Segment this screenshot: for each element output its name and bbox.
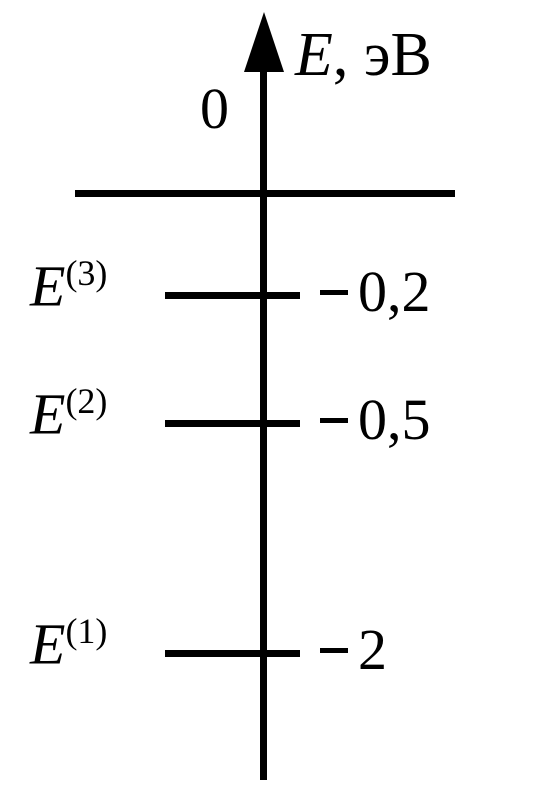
- minus-icon: [320, 290, 348, 295]
- minus-icon: [320, 418, 348, 423]
- axis-label: E, эВ: [295, 20, 432, 91]
- vertical-axis: [260, 55, 267, 780]
- energy-level-diagram: E, эВ 0 E(3) 0,2 E(2) 0,5 E(1) 2: [0, 0, 540, 790]
- level-value-e1: 2: [320, 616, 387, 683]
- level-e1-value: 2: [358, 617, 387, 682]
- axis-label-unit: , эВ: [333, 21, 432, 89]
- level-label-e2: E(2): [30, 380, 107, 447]
- level-value-e2: 0,5: [320, 386, 431, 453]
- level-e3-value: 0,2: [358, 259, 431, 324]
- zero-label: 0: [200, 75, 229, 142]
- level-tick-e1: [165, 650, 300, 657]
- zero-tick: [75, 190, 455, 197]
- level-e2-value: 0,5: [358, 387, 431, 452]
- minus-icon: [320, 648, 348, 653]
- level-label-e1: E(1): [30, 610, 107, 677]
- level-e1-base: E: [30, 611, 65, 676]
- level-tick-e2: [165, 420, 300, 427]
- level-e3-base: E: [30, 253, 65, 318]
- level-label-e3: E(3): [30, 252, 107, 319]
- level-e2-sup: (2): [65, 381, 107, 421]
- level-tick-e3: [165, 292, 300, 299]
- level-value-e3: 0,2: [320, 258, 431, 325]
- level-e1-sup: (1): [65, 611, 107, 651]
- level-e3-sup: (3): [65, 253, 107, 293]
- level-e2-base: E: [30, 381, 65, 446]
- axis-label-e: E: [295, 21, 333, 89]
